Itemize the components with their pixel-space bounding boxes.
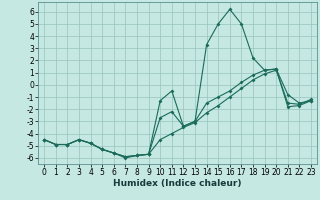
X-axis label: Humidex (Indice chaleur): Humidex (Indice chaleur) bbox=[113, 179, 242, 188]
